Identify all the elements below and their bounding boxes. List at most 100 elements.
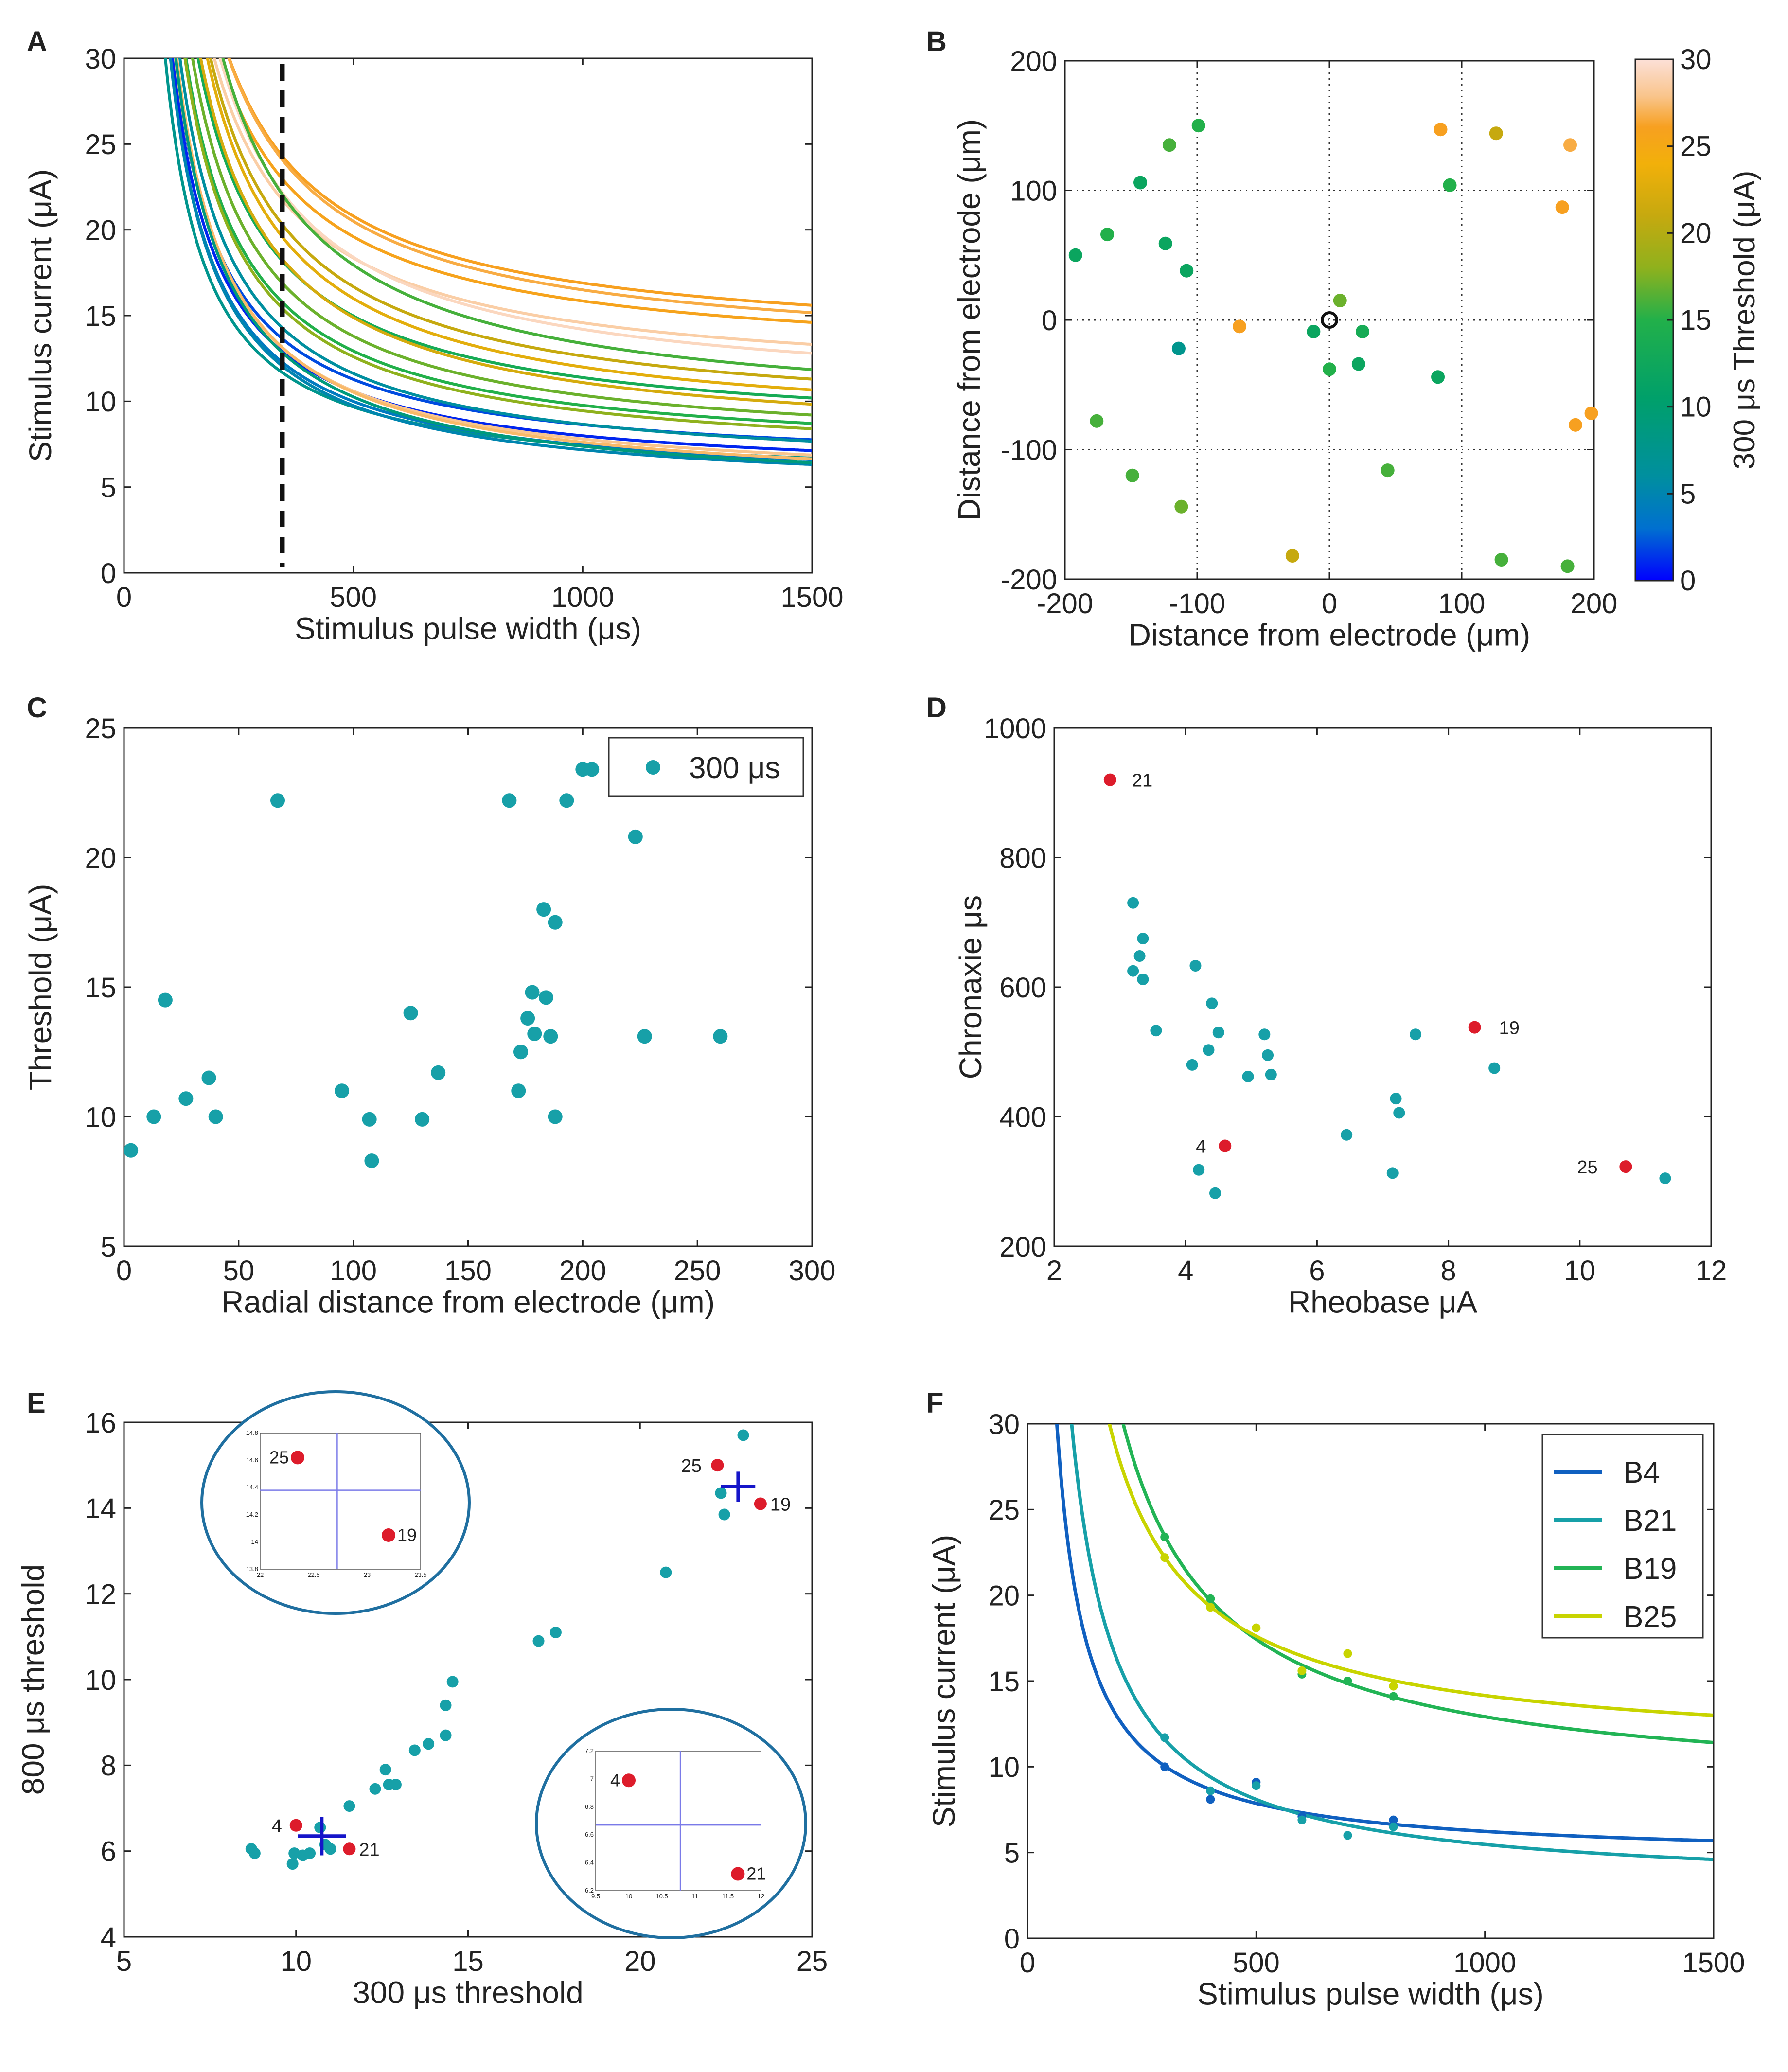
data-point [1212,1027,1224,1039]
panel-d: 2 4 6 8 10 12 200 400 600 800 1000 Rheobase μA Chron… [926,692,1727,1319]
x-tick-label: 200 [1571,588,1618,620]
neuron-point [1560,559,1575,573]
panel-label: D [926,692,947,724]
colorbar-tick-label: 20 [1680,217,1712,249]
legend-label: B21 [1623,1504,1677,1538]
data-point [637,1029,652,1044]
x-axis-label: Distance from electrode (μm) [1129,617,1530,652]
neuron-point [1171,341,1186,355]
measured-point [1389,1822,1398,1831]
neuron-point [1555,200,1569,214]
strength-duration-curve [218,58,812,324]
point-label: 21 [359,1840,379,1860]
measured-point [1160,1733,1169,1742]
data-point [364,1153,379,1169]
inset-x-tick-label: 22.5 [307,1571,319,1578]
y-tick-label: 25 [85,713,116,744]
point-label: 19 [1499,1018,1520,1039]
colorbar-tick-label: 15 [1680,304,1712,336]
inset-y-tick-label: 14 [251,1538,258,1545]
legend-box [1541,1434,1704,1639]
neuron-point [1307,324,1321,338]
measured-point [1389,1682,1398,1691]
highlighted-point [1468,1021,1481,1034]
measured-point [1160,1532,1169,1541]
data-point [335,1083,350,1098]
strength-duration-curve [227,58,812,315]
x-tick-label: 4 [1178,1255,1193,1287]
inset-x-tick-label: 9.5 [591,1893,600,1900]
x-tick-label: 1500 [1682,1947,1745,1979]
x-tick-label: 200 [559,1255,606,1287]
inset-y-tick-label: 7.2 [585,1747,594,1754]
highlighted-point [1103,773,1116,786]
data-point [536,902,551,917]
data-point [502,793,517,808]
inset-x-tick-label: 11 [691,1893,698,1900]
data-point [343,1800,355,1812]
axes-frame [1053,727,1712,1247]
inset-y-tick-label: 14.6 [246,1456,258,1464]
data-point [520,1010,535,1026]
y-tick-label: 4 [101,1922,116,1953]
data-point [415,1112,430,1127]
inset-y-tick-label: 6.2 [585,1887,594,1894]
data-point [389,1779,402,1791]
data-point [1386,1167,1399,1179]
data-point [1127,897,1139,909]
y-tick-label: 8 [101,1750,116,1782]
data-point [511,1083,526,1098]
inset-y-tick-label: 6.6 [585,1831,594,1838]
strength-duration-curve [171,58,812,452]
inset-point-label: 19 [397,1525,417,1545]
strength-duration-curve [199,58,812,406]
y-tick-label: 100 [1010,175,1057,207]
data-point [286,1858,299,1870]
data-point [1206,997,1218,1009]
data-point [1393,1107,1405,1119]
data-point [124,1143,139,1158]
x-tick-label: 1000 [551,582,614,613]
inset-frame [595,1751,761,1891]
x-tick-label: 15 [452,1946,484,1977]
data-point [1150,1025,1162,1037]
neuron-point [1158,236,1172,250]
neuron-point [1133,176,1148,190]
data-point [369,1783,381,1795]
x-tick-label: 25 [797,1946,828,1977]
x-tick-label: -100 [1169,588,1225,620]
highlighted-point [754,1497,767,1510]
data-point [379,1764,391,1776]
point-label: 4 [1196,1136,1206,1157]
inset-y-tick-label: 13.8 [246,1565,258,1573]
data-point [737,1429,749,1441]
y-tick-label: 200 [999,1231,1046,1263]
data-point [559,793,574,808]
data-point [532,1635,545,1647]
x-tick-label: 100 [330,1255,377,1287]
inset-point-label: 25 [269,1447,289,1467]
x-tick-label: 20 [624,1946,656,1977]
y-tick-label: 400 [999,1101,1046,1133]
x-tick-label: -200 [1037,588,1093,620]
inset-y-tick-label: 14.4 [246,1484,258,1491]
measured-point [1252,1781,1261,1790]
y-tick-label: 30 [988,1409,1020,1440]
y-tick-label: 0 [1042,305,1057,336]
y-axis-label: Distance from electrode (μm) [952,119,987,521]
y-tick-label: 20 [85,842,116,874]
x-tick-label: 8 [1440,1255,1456,1287]
data-point [1262,1049,1274,1061]
measured-point [1389,1815,1398,1824]
data-point [324,1843,336,1855]
neuron-point [1563,138,1577,152]
x-tick-label: 100 [1438,588,1486,620]
measured-point [1206,1786,1215,1795]
neuron-point [1125,468,1139,482]
measured-point [1206,1795,1215,1804]
data-point [660,1566,672,1578]
strength-duration-curve [178,58,812,443]
neuron-point [1494,553,1508,567]
inset-point-label: 21 [746,1864,766,1884]
inset-point [382,1528,395,1542]
